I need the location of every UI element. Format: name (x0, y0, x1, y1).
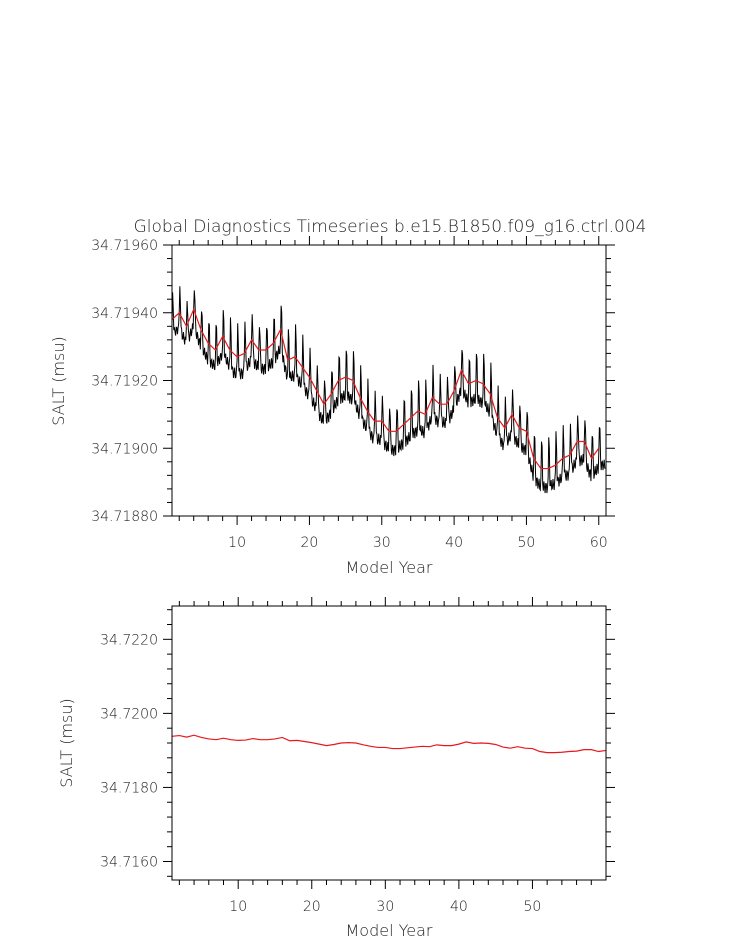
x-tick-label: 10 (228, 535, 246, 551)
y-tick-label: 34.7160 (100, 854, 158, 870)
monthly-series-line (171, 286, 606, 494)
bottom-timeseries-panel: 34.7160 34.7180 34.7200 34.7220 10 20 30 40 50 M… (57, 597, 615, 940)
y-tick-label: 34.71920 (91, 374, 158, 390)
x-tick-label: 50 (518, 535, 536, 551)
y-tick-label: 34.7200 (100, 706, 158, 722)
annual-mean-series-line (171, 734, 607, 754)
y-tick-label: 34.7220 (100, 632, 158, 648)
x-tick-label: 30 (376, 899, 394, 915)
bottom-x-axis-label: Model Year (346, 921, 433, 940)
x-tick-label: 40 (445, 535, 463, 551)
x-tick-label: 20 (301, 535, 319, 551)
top-timeseries-panel: 34.71880 34.71900 34.71920 34.71940 34.71960… (49, 236, 615, 577)
y-tick-label: 34.7180 (100, 780, 158, 796)
x-tick-label: 50 (524, 899, 542, 915)
x-tick-label: 10 (229, 899, 247, 915)
top-x-axis-label: Model Year (346, 558, 433, 577)
y-tick-label: 34.71900 (91, 441, 158, 457)
x-tick-label: 30 (373, 535, 391, 551)
y-tick-label: 34.71940 (91, 306, 158, 322)
bottom-plot-frame (171, 605, 607, 881)
chart-title: Global Diagnostics Timeseries b.e15.B185… (134, 217, 647, 237)
x-tick-label: 20 (303, 899, 321, 915)
top-y-axis-label: SALT (msu) (49, 336, 68, 426)
top-plot-data (171, 286, 606, 494)
top-plot-axes: 34.71880 34.71900 34.71920 34.71940 34.71960… (91, 236, 615, 551)
y-tick-label: 34.71960 (91, 238, 158, 254)
y-tick-label: 34.71880 (91, 509, 158, 525)
bottom-plot-data (171, 734, 607, 754)
x-tick-label: 40 (450, 899, 468, 915)
bottom-y-axis-label: SALT (msu) (57, 698, 76, 788)
bottom-plot-axes: 34.7160 34.7180 34.7200 34.7220 10 20 30 40 50 (100, 597, 615, 915)
annual-mean-series-line (171, 307, 600, 470)
x-tick-label: 60 (590, 535, 608, 551)
